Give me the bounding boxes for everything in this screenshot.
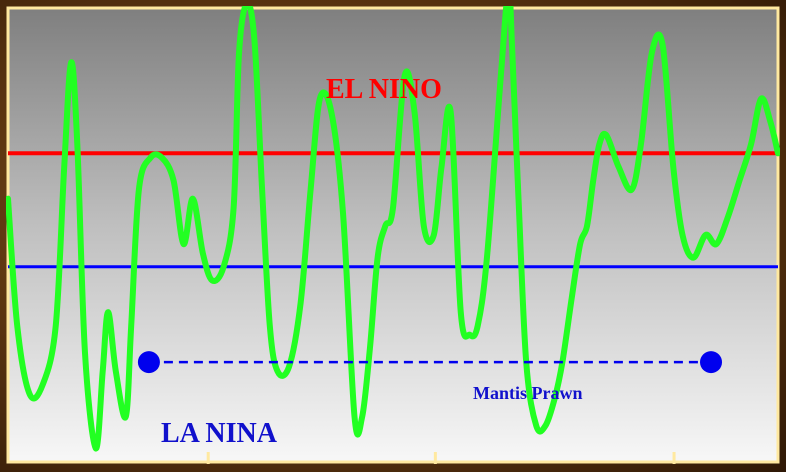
connector-start-dot <box>137 351 160 374</box>
series-group <box>6 6 780 452</box>
mantis-prawn-label: Mantis Prawn <box>473 383 583 403</box>
connector-end-dot <box>700 351 723 374</box>
chart-frame: EL NINO LA NINA Mantis Prawn <box>6 6 780 464</box>
x-ticks <box>206 452 676 464</box>
la-nina-label: LA NINA <box>161 418 278 449</box>
chart-svg: EL NINO LA NINA Mantis Prawn <box>6 6 780 464</box>
connector-group <box>137 351 723 374</box>
el-nino-label: EL NINO <box>326 74 442 105</box>
series-line-1 <box>6 6 780 452</box>
labels-group: EL NINO LA NINA Mantis Prawn <box>161 74 583 449</box>
